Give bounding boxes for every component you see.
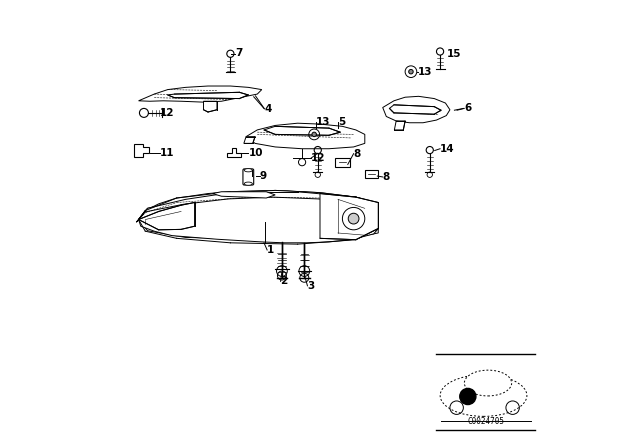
Text: 11: 11 xyxy=(160,148,175,158)
FancyBboxPatch shape xyxy=(243,169,253,185)
Polygon shape xyxy=(139,191,378,242)
Polygon shape xyxy=(168,92,248,99)
Text: 15: 15 xyxy=(446,49,461,59)
Ellipse shape xyxy=(465,370,511,396)
Circle shape xyxy=(312,132,316,137)
Text: 4: 4 xyxy=(264,104,272,114)
Polygon shape xyxy=(389,105,441,114)
Polygon shape xyxy=(139,191,378,243)
Polygon shape xyxy=(394,121,405,130)
Text: C0024705: C0024705 xyxy=(467,418,504,426)
Text: 8: 8 xyxy=(383,172,390,182)
Polygon shape xyxy=(139,190,378,240)
Text: 14: 14 xyxy=(440,144,454,154)
Text: 13: 13 xyxy=(418,67,432,77)
Polygon shape xyxy=(244,137,255,143)
Polygon shape xyxy=(139,86,262,102)
Polygon shape xyxy=(335,158,349,167)
Polygon shape xyxy=(204,101,217,112)
Text: 9: 9 xyxy=(260,171,267,181)
Ellipse shape xyxy=(244,168,252,172)
Text: 12: 12 xyxy=(311,153,326,163)
Text: 7: 7 xyxy=(235,48,243,58)
Ellipse shape xyxy=(244,182,252,185)
Text: 8: 8 xyxy=(353,149,361,159)
Polygon shape xyxy=(134,144,148,157)
Polygon shape xyxy=(365,170,378,178)
Text: 1: 1 xyxy=(267,245,275,255)
Text: 10: 10 xyxy=(248,148,263,158)
Text: 5: 5 xyxy=(338,117,345,127)
Ellipse shape xyxy=(440,375,527,416)
Polygon shape xyxy=(264,126,340,135)
Text: 2: 2 xyxy=(280,276,288,286)
Polygon shape xyxy=(246,123,365,149)
Polygon shape xyxy=(320,194,378,240)
Polygon shape xyxy=(212,192,275,198)
Polygon shape xyxy=(139,202,195,230)
Text: 12: 12 xyxy=(160,108,175,118)
Text: 3: 3 xyxy=(307,281,315,291)
Polygon shape xyxy=(227,148,241,157)
Polygon shape xyxy=(383,96,450,123)
Circle shape xyxy=(348,213,359,224)
Text: 6: 6 xyxy=(464,103,472,113)
Polygon shape xyxy=(136,190,378,222)
Circle shape xyxy=(409,69,413,74)
Circle shape xyxy=(460,388,476,405)
Text: 13: 13 xyxy=(316,117,330,127)
